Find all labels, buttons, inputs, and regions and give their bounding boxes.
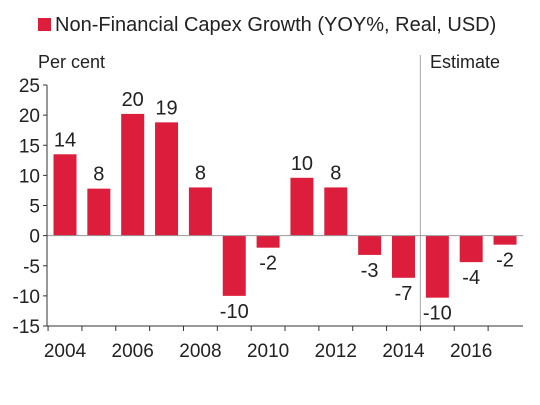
plot-area: 14 8 20 19 8 -10 -2 10 8 -3 -7 -10 -4 -2 25 20 15 10 5 0 -5 -…	[13, 55, 523, 362]
x-tick-label: 2008	[179, 341, 221, 362]
y-tick-label: 20	[19, 106, 40, 127]
bar-2015	[425, 235, 449, 298]
bar-2016	[459, 235, 483, 263]
data-label-2007: 19	[155, 97, 177, 119]
legend: Non-Financial Capex Growth (YOY%, Real, …	[38, 14, 496, 36]
x-tick-label: 2010	[247, 341, 289, 362]
y-tick-label: 0	[29, 227, 40, 248]
bar-2012	[324, 187, 348, 236]
data-label-2008: 8	[195, 162, 206, 184]
x-tick-label: 2014	[382, 341, 425, 362]
bar-2006	[121, 113, 145, 236]
y-tick-label: 10	[19, 166, 40, 187]
y-tick-label: -10	[13, 287, 40, 308]
data-label-2009: -10	[220, 301, 249, 323]
y-tick-label: -15	[13, 317, 40, 338]
y-tick-label: 25	[19, 76, 40, 97]
legend-label: Non-Financial Capex Growth (YOY%, Real, …	[55, 14, 496, 36]
bar-2007	[155, 122, 179, 236]
data-label-2010: -2	[259, 253, 277, 275]
bar-2009	[222, 235, 246, 296]
data-label-2011: 10	[291, 153, 313, 175]
y-tick-label: 15	[19, 136, 40, 157]
data-label-2013: -3	[361, 260, 379, 282]
bar-2014	[392, 235, 415, 278]
data-label-2006: 20	[122, 89, 144, 111]
bar-2005	[87, 188, 111, 236]
bar-2011	[290, 177, 314, 236]
data-label-2014: -7	[395, 283, 413, 305]
bar-2010	[256, 235, 280, 248]
y-tick-label: -5	[23, 257, 40, 278]
data-label-2015: -10	[423, 303, 452, 325]
bar-2017	[493, 235, 517, 245]
x-tick-label: 2012	[315, 341, 357, 362]
x-tick-label: 2004	[44, 341, 87, 362]
x-tick-label: 2006	[112, 341, 154, 362]
estimate-label: Estimate	[430, 52, 500, 72]
data-label-2004: 14	[54, 129, 76, 151]
bar-2013	[358, 235, 382, 255]
y-tick-label: 5	[29, 197, 40, 218]
y-axis-unit-label: Per cent	[38, 52, 105, 72]
legend-swatch	[38, 18, 51, 31]
data-label-2012: 8	[330, 162, 341, 184]
data-label-2005: 8	[93, 164, 104, 186]
data-label-2016: -4	[462, 267, 480, 289]
bar-2004	[53, 154, 77, 236]
bar-2008	[188, 187, 212, 236]
x-tick-label: 2016	[450, 341, 492, 362]
data-label-2017: -2	[496, 250, 514, 272]
